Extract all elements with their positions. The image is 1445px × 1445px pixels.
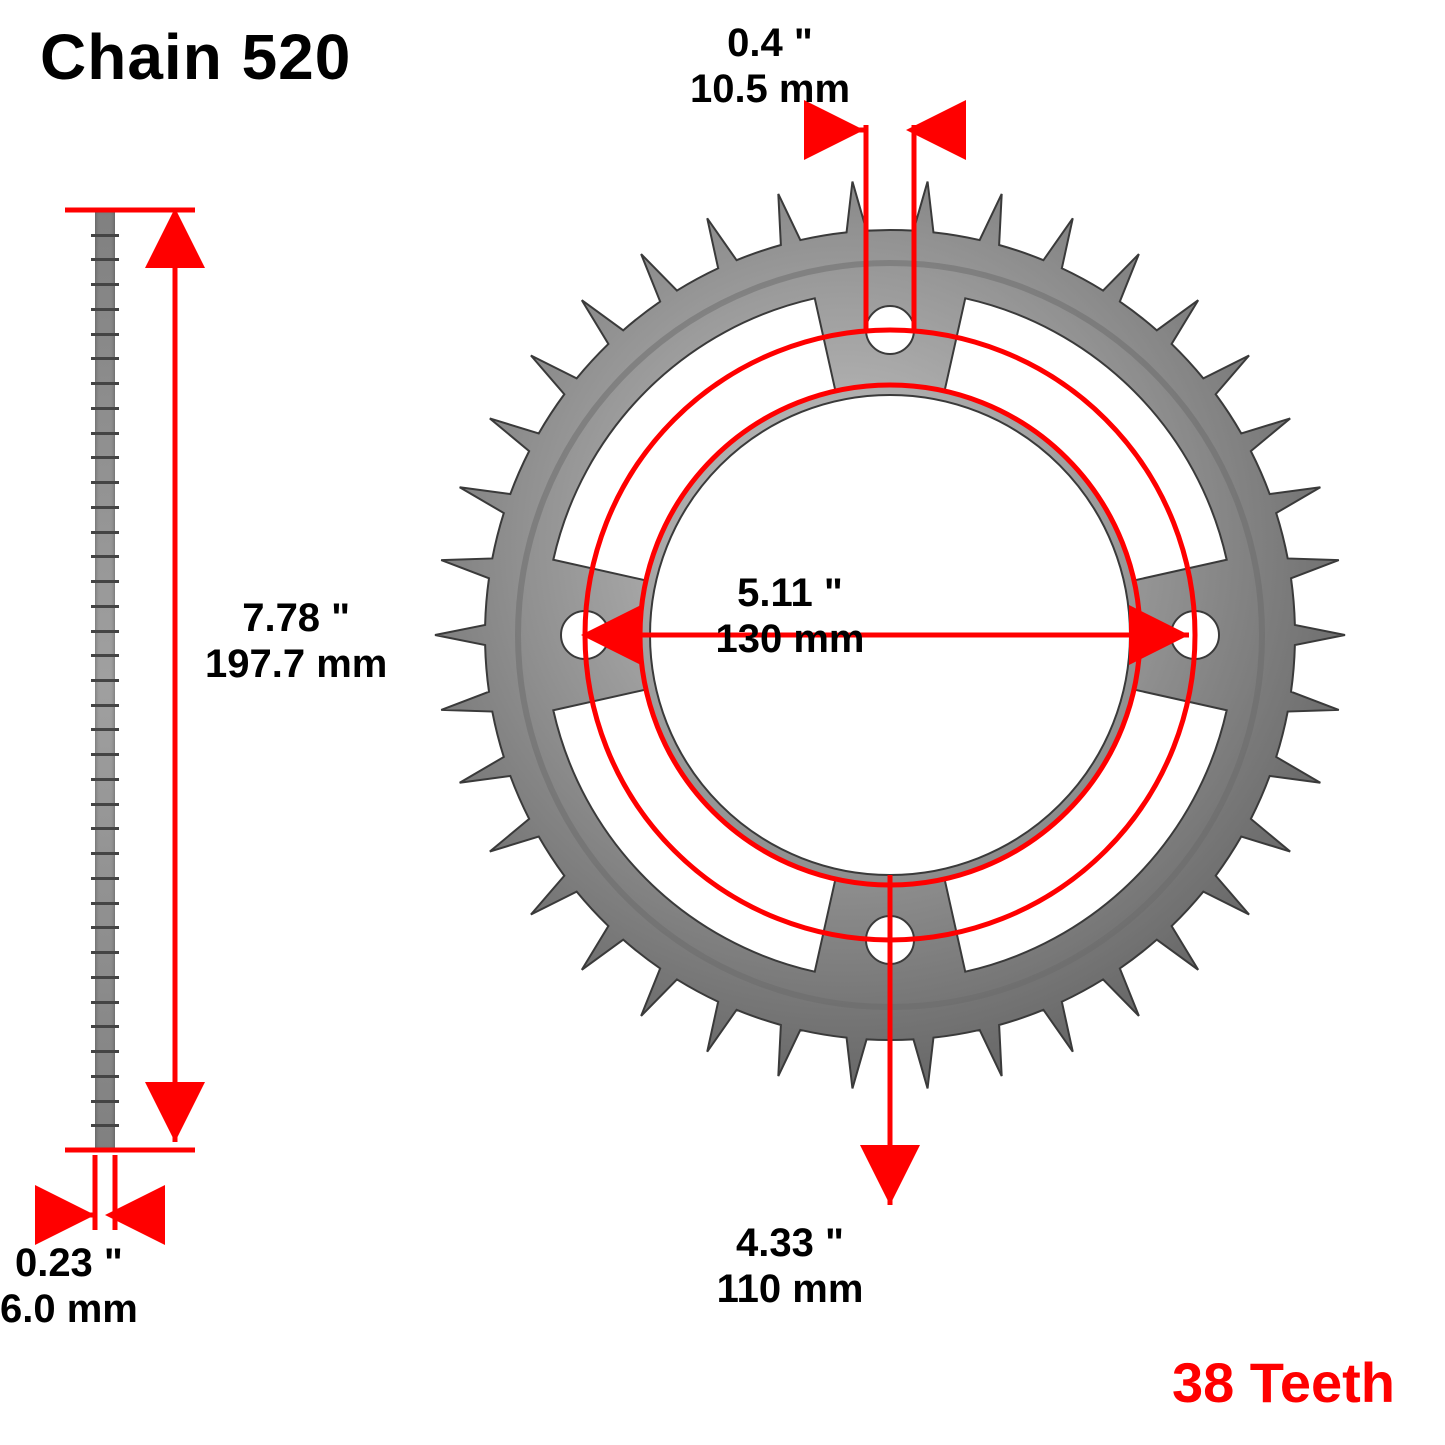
side-notch xyxy=(91,531,119,534)
side-notch xyxy=(91,432,119,435)
value-inch: 0.4 " xyxy=(690,20,850,66)
side-notch xyxy=(91,778,119,781)
side-notch xyxy=(91,456,119,459)
dim-bolt-circle-diameter: 5.11 " 130 mm xyxy=(716,570,865,662)
side-notch xyxy=(91,1075,119,1078)
value-inch: 5.11 " xyxy=(716,570,865,616)
side-notch xyxy=(91,555,119,558)
side-notch xyxy=(91,852,119,855)
side-notch xyxy=(91,827,119,830)
side-notch xyxy=(91,654,119,657)
side-notch xyxy=(91,902,119,905)
side-notch xyxy=(91,382,119,385)
side-notch xyxy=(91,234,119,237)
side-notch xyxy=(91,209,119,212)
side-notch xyxy=(91,951,119,954)
side-notch xyxy=(91,506,119,509)
side-notch xyxy=(91,803,119,806)
sprocket-side-view xyxy=(85,210,125,1150)
side-notch xyxy=(91,877,119,880)
side-notch xyxy=(91,283,119,286)
side-notch xyxy=(91,679,119,682)
side-notch xyxy=(91,605,119,608)
value-mm: 110 mm xyxy=(717,1266,864,1312)
value-inch: 0.23 " xyxy=(0,1240,138,1286)
dim-outer-diameter: 7.78 " 197.7 mm xyxy=(205,595,387,687)
value-mm: 197.7 mm xyxy=(205,641,387,687)
value-inch: 7.78 " xyxy=(205,595,387,641)
dim-bolt-hole-diameter: 0.4 " 10.5 mm xyxy=(690,20,850,112)
teeth-count-label: 38 Teeth xyxy=(1172,1350,1395,1415)
sprocket-body xyxy=(435,182,1345,1089)
side-notch xyxy=(91,580,119,583)
side-notch xyxy=(91,308,119,311)
side-notch xyxy=(91,1149,119,1152)
side-notch xyxy=(91,728,119,731)
sprocket-svg xyxy=(420,165,1360,1105)
side-notch xyxy=(91,630,119,633)
dim-center-bore-diameter: 4.33 " 110 mm xyxy=(717,1220,864,1312)
value-mm: 6.0 mm xyxy=(0,1286,138,1332)
side-notch xyxy=(91,1100,119,1103)
side-notch xyxy=(91,1001,119,1004)
value-mm: 130 mm xyxy=(716,616,865,662)
sprocket-front-view xyxy=(420,165,1360,1105)
title: Chain 520 xyxy=(40,20,351,94)
dim-thickness: 0.23 " 6.0 mm xyxy=(0,1240,138,1332)
side-notch xyxy=(91,1025,119,1028)
side-notch xyxy=(91,258,119,261)
side-notch xyxy=(91,1050,119,1053)
side-notch xyxy=(91,407,119,410)
value-mm: 10.5 mm xyxy=(690,66,850,112)
side-notch xyxy=(91,704,119,707)
side-notch xyxy=(91,976,119,979)
side-notch xyxy=(91,753,119,756)
value-inch: 4.33 " xyxy=(717,1220,864,1266)
side-notch xyxy=(91,333,119,336)
side-notch xyxy=(91,1124,119,1127)
side-notch xyxy=(91,357,119,360)
side-notch xyxy=(91,926,119,929)
side-notch xyxy=(91,481,119,484)
